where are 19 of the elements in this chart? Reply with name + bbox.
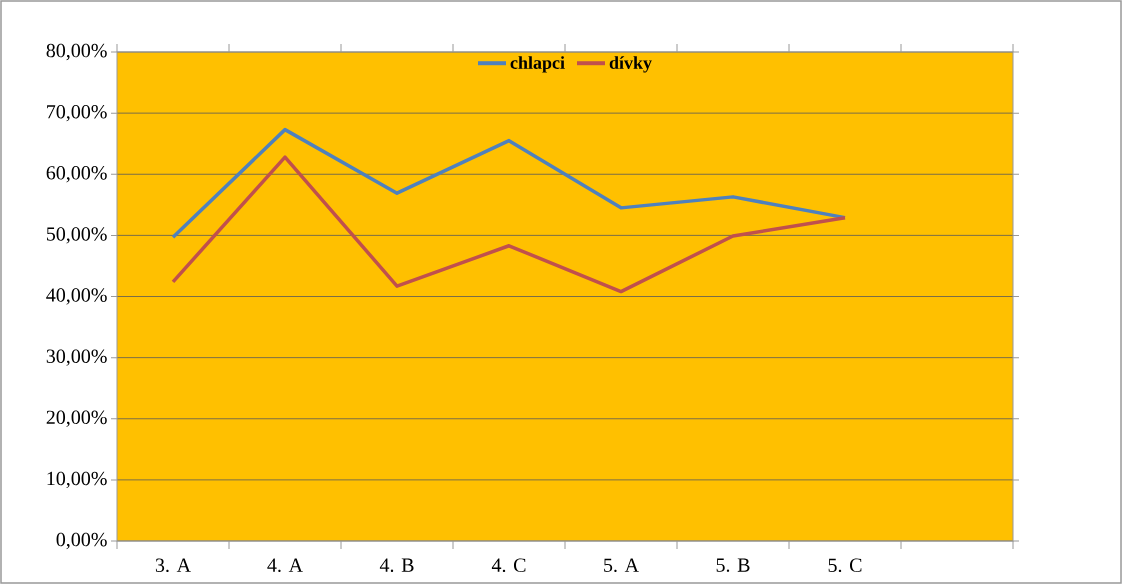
legend-label: chlapci [510,56,565,73]
x-tick-label: 4. A [267,558,303,573]
y-tick-label: 50,00% [46,227,107,244]
x-tick-label: 5. B [716,558,750,572]
y-tick-label: 40,00% [46,288,107,305]
y-tick-label: 10,00% [47,471,107,489]
x-tick-label: 5. A [604,558,639,573]
x-tick-label: 3. A [155,558,191,573]
y-tick-label: 60,00% [46,166,107,183]
line-series [171,155,847,294]
x-tick-label: 4. B [379,558,414,572]
y-tick-label: 30,00% [46,349,107,366]
x-tick-label: 5. C [828,558,862,573]
y-tick-label: 70,00% [47,104,107,122]
legend-label: dívky [609,56,652,73]
y-tick-label: 0,00% [56,532,107,550]
y-tick-label: 20,00% [46,410,107,427]
x-tick-label: 4. C [491,558,526,573]
y-tick-label: 80,00% [46,43,107,61]
